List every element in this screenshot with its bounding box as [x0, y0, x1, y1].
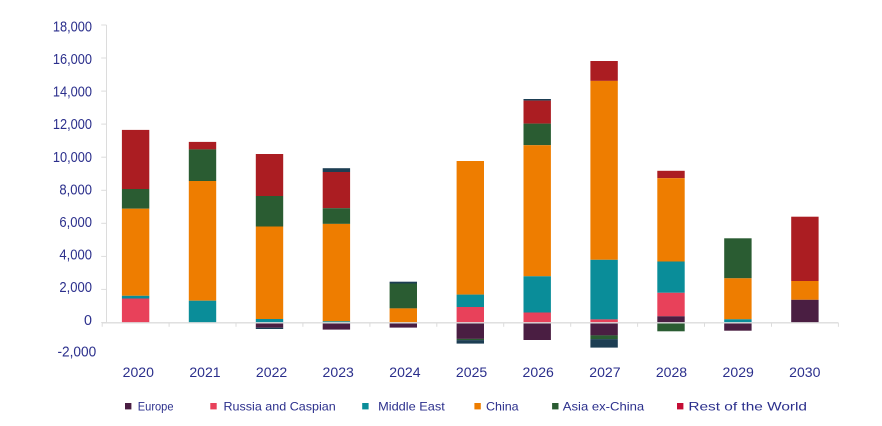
- svg-text:2028: 2028: [656, 364, 688, 380]
- svg-text:2026: 2026: [523, 364, 555, 380]
- svg-text:2022: 2022: [256, 364, 288, 380]
- svg-text:Rest of the World: Rest of the World: [688, 400, 807, 414]
- svg-text:Europe: Europe: [138, 400, 174, 414]
- svg-text:-2,000: -2,000: [58, 344, 97, 360]
- svg-text:China: China: [486, 400, 519, 414]
- svg-text:2027: 2027: [589, 364, 621, 380]
- svg-text:Middle East: Middle East: [378, 400, 445, 414]
- svg-text:12,000: 12,000: [53, 117, 92, 133]
- svg-text:18,000: 18,000: [53, 19, 92, 35]
- svg-text:2,000: 2,000: [59, 280, 92, 296]
- svg-text:16,000: 16,000: [53, 52, 92, 68]
- svg-text:2024: 2024: [389, 364, 421, 380]
- svg-text:6,000: 6,000: [59, 215, 92, 231]
- svg-text:Russia and Caspian: Russia and Caspian: [224, 400, 336, 414]
- svg-text:2021: 2021: [189, 364, 221, 380]
- svg-text:2030: 2030: [789, 364, 821, 380]
- svg-text:4,000: 4,000: [59, 248, 92, 264]
- svg-text:14,000: 14,000: [53, 85, 92, 101]
- svg-text:Asia ex-China: Asia ex-China: [563, 400, 645, 414]
- svg-text:2020: 2020: [123, 364, 155, 380]
- svg-text:2023: 2023: [323, 364, 355, 380]
- svg-text:0: 0: [84, 313, 92, 329]
- svg-text:8,000: 8,000: [59, 182, 92, 198]
- svg-text:2029: 2029: [723, 364, 755, 380]
- svg-text:2025: 2025: [456, 364, 488, 380]
- svg-text:10,000: 10,000: [53, 150, 92, 166]
